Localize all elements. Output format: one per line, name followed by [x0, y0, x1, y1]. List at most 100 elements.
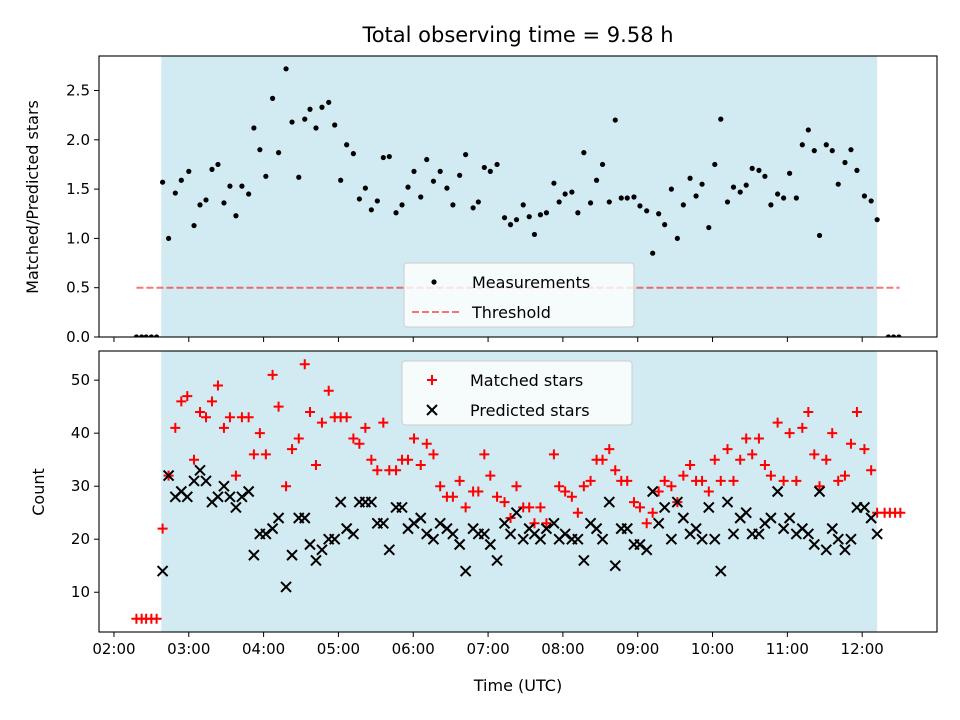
data-point: [181, 491, 193, 503]
data-point: [511, 481, 522, 492]
data-point: [854, 167, 860, 173]
data-point: [354, 438, 365, 449]
legend: Matched stars Predicted stars: [401, 360, 633, 426]
data-point: [874, 217, 880, 223]
data-point: [728, 475, 739, 486]
data-point: [687, 175, 693, 181]
data-point: [233, 213, 239, 219]
data-point: [310, 554, 322, 567]
top-panel: 0.0 0.5 1.0 1.5 2.0 2.5 Measurements Threshold: [66, 55, 938, 346]
data-point: [599, 161, 606, 168]
data-point: [835, 181, 841, 187]
data-point: [778, 475, 789, 486]
data-point: [374, 198, 380, 204]
data-point: [332, 122, 338, 128]
data-point: [224, 412, 235, 423]
data-point: [737, 189, 743, 195]
data-point: [718, 116, 724, 122]
data-point: [151, 613, 162, 624]
data-point: [391, 465, 402, 476]
data-point: [680, 202, 686, 208]
data-point: [871, 528, 883, 540]
data-point: [344, 142, 350, 148]
data-point: [304, 406, 315, 417]
data-point: [621, 522, 633, 535]
data-point: [148, 334, 154, 337]
data-point: [156, 565, 169, 577]
data-point: [491, 554, 503, 567]
data-point: [188, 475, 200, 487]
data-point: [424, 156, 430, 163]
y-tick-label: 0.0: [66, 328, 90, 346]
data-point: [380, 154, 386, 161]
data-point: [791, 475, 802, 486]
data-point: [741, 433, 752, 444]
data-point: [866, 465, 877, 476]
data-point: [218, 480, 230, 492]
data-point: [606, 199, 612, 205]
data-point: [581, 150, 587, 156]
data-point: [299, 512, 311, 524]
data-point: [444, 185, 450, 191]
data-point: [189, 454, 200, 465]
data-point: [165, 235, 172, 242]
legend-label: Threshold: [471, 303, 551, 322]
data-point: [263, 173, 269, 179]
data-point: [650, 250, 656, 256]
data-point: [829, 148, 835, 154]
data-point: [809, 449, 820, 460]
data-point: [647, 507, 658, 518]
data-point: [821, 454, 832, 465]
data-point: [505, 513, 516, 524]
data-point: [447, 528, 459, 540]
data-point: [820, 544, 832, 556]
data-point: [628, 497, 639, 508]
data-point: [435, 481, 446, 492]
y-tick-label: 20: [71, 530, 90, 548]
data-point: [765, 470, 776, 481]
data-point: [762, 173, 768, 179]
data-point: [803, 406, 814, 417]
data-point: [507, 222, 514, 228]
data-point: [319, 104, 325, 110]
data-point: [403, 454, 414, 465]
data-point: [272, 512, 285, 524]
data-point: [218, 422, 229, 433]
data-point: [641, 518, 652, 529]
data-point: [891, 334, 897, 337]
x-tick-label: 04:00: [242, 640, 285, 658]
plot-area: [131, 359, 906, 624]
data-point: [572, 533, 584, 545]
data-point: [251, 125, 257, 131]
x-tick-label: 06:00: [392, 640, 435, 658]
data-point: [172, 190, 178, 196]
data-point: [266, 522, 279, 535]
data-point: [596, 533, 609, 545]
figure-title: Total observing time = 9.58 h: [361, 23, 673, 47]
data-point: [712, 161, 718, 168]
data-point: [677, 512, 690, 524]
x-tick-label: 10:00: [691, 640, 734, 658]
data-point: [529, 518, 540, 529]
data-point: [350, 151, 356, 157]
data-point: [504, 528, 517, 540]
y-tick-label: 2.5: [66, 82, 90, 100]
data-point: [668, 186, 674, 192]
data-point: [845, 533, 857, 545]
data-point: [593, 177, 600, 183]
data-point: [434, 517, 446, 530]
data-point: [775, 191, 781, 197]
data-point: [597, 454, 608, 465]
data-point: [520, 202, 526, 208]
data-point: [585, 475, 596, 486]
data-point: [481, 164, 487, 171]
data-point: [865, 512, 877, 524]
data-point: [537, 212, 544, 218]
data-point: [793, 195, 799, 201]
data-point: [587, 200, 594, 206]
data-point: [851, 406, 862, 417]
data-point: [386, 153, 392, 160]
data-point: [554, 481, 565, 492]
y-tick-label: 10: [71, 583, 90, 601]
